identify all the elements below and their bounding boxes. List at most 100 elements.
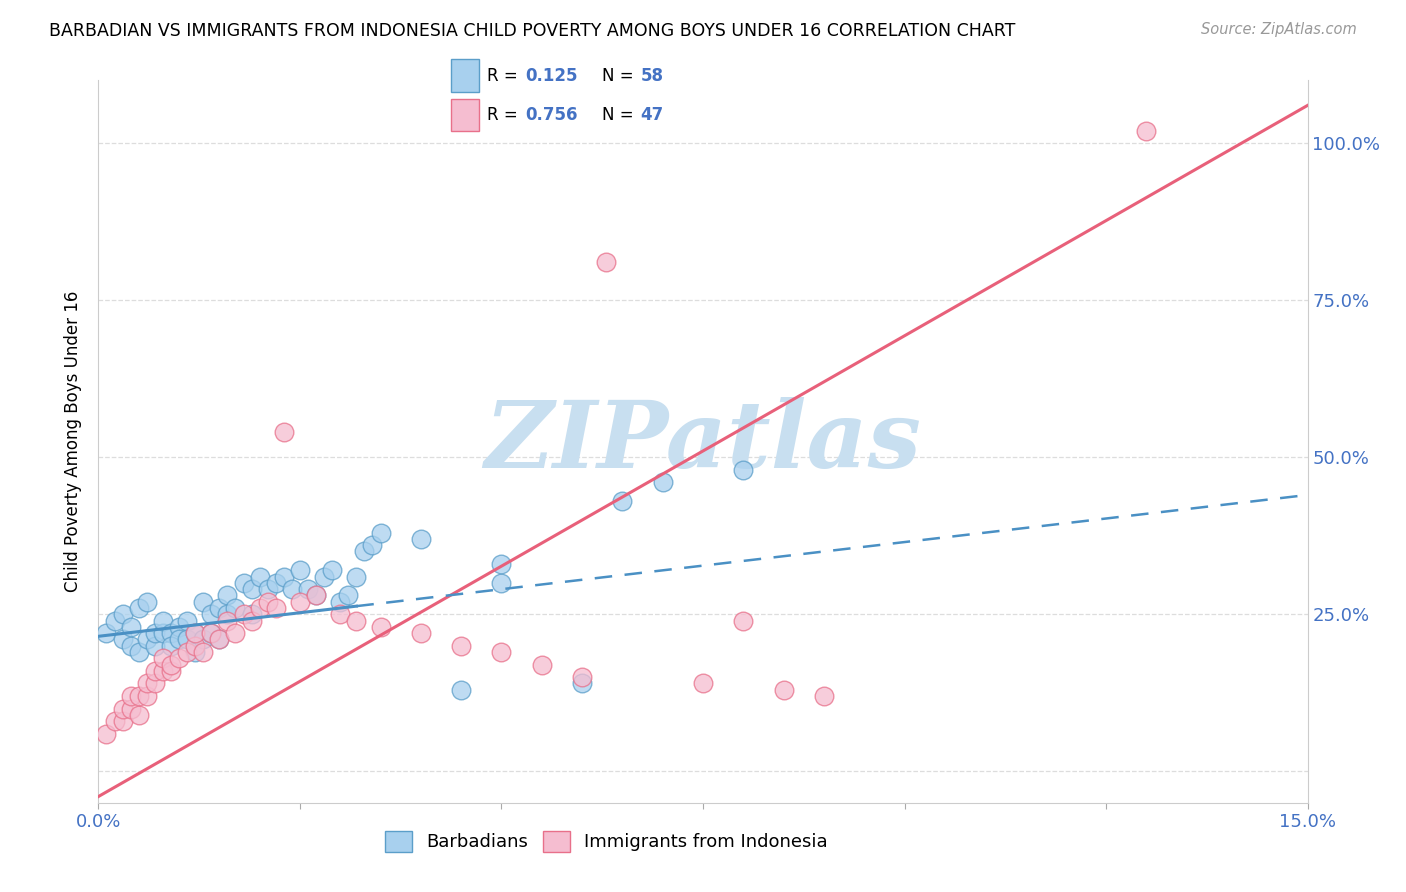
Point [120,701,142,715]
Point [217,614,239,628]
Point [491,575,513,590]
Point [193,595,215,609]
Y-axis label: Child Poverty Among Boys Under 16: Child Poverty Among Boys Under 16 [65,291,83,592]
Point [184,645,207,659]
Point [200,626,222,640]
Text: R =: R = [486,67,523,85]
Text: BARBADIAN VS IMMIGRANTS FROM INDONESIA CHILD POVERTY AMONG BOYS UNDER 16 CORRELA: BARBADIAN VS IMMIGRANTS FROM INDONESIA C… [49,22,1015,40]
Point [297,582,319,597]
Point [167,632,190,647]
Point [288,563,311,577]
Point [176,645,198,659]
Point [200,607,222,622]
Point [111,714,134,728]
Point [167,620,190,634]
Point [692,676,714,690]
Point [249,569,271,583]
Point [152,626,174,640]
Point [184,626,207,640]
Point [530,657,553,672]
Point [193,632,215,647]
Point [111,632,134,647]
Point [612,494,634,508]
Point [120,689,142,703]
Point [143,639,166,653]
Point [256,582,278,597]
Point [143,676,166,690]
Point [370,620,392,634]
Point [217,607,239,622]
Point [200,626,222,640]
Point [305,589,328,603]
Point [240,582,263,597]
Point [240,614,263,628]
Point [103,714,125,728]
Point [370,525,392,540]
Point [256,595,278,609]
Point [176,614,198,628]
Point [450,682,472,697]
Point [240,607,263,622]
Point [1135,123,1157,137]
Text: N =: N = [602,106,638,124]
Point [176,632,198,647]
Text: 58: 58 [640,67,664,85]
Point [152,651,174,665]
Point [111,701,134,715]
Point [96,727,118,741]
Point [571,670,593,684]
Point [595,255,617,269]
Point [249,601,271,615]
Point [184,639,207,653]
Point [273,569,295,583]
Point [135,632,157,647]
Point [813,689,835,703]
Point [111,607,134,622]
Point [733,463,755,477]
Text: R =: R = [486,106,523,124]
Text: 47: 47 [640,106,664,124]
Point [344,614,367,628]
Point [491,557,513,571]
Point [135,676,157,690]
Point [208,601,231,615]
Point [128,707,150,722]
Point [128,601,150,615]
Point [264,575,287,590]
Point [103,614,125,628]
Point [264,601,287,615]
Point [160,626,183,640]
Point [120,620,142,634]
Point [224,601,246,615]
Point [160,657,183,672]
Point [344,569,367,583]
Point [143,626,166,640]
Point [152,664,174,678]
Point [281,582,304,597]
Point [321,563,343,577]
Legend: Barbadians, Immigrants from Indonesia: Barbadians, Immigrants from Indonesia [378,823,835,859]
Text: 0.125: 0.125 [526,67,578,85]
Point [167,651,190,665]
Point [571,676,593,690]
Point [329,595,352,609]
Point [288,595,311,609]
Point [273,425,295,439]
Point [128,689,150,703]
Point [152,614,174,628]
Text: N =: N = [602,67,638,85]
Text: 0.756: 0.756 [526,106,578,124]
Point [361,538,384,552]
Point [305,589,328,603]
Point [160,639,183,653]
Point [772,682,794,697]
Point [337,589,360,603]
Point [353,544,375,558]
Point [450,639,472,653]
Point [160,664,183,678]
Point [208,632,231,647]
Text: Source: ZipAtlas.com: Source: ZipAtlas.com [1201,22,1357,37]
Point [184,626,207,640]
Point [733,614,755,628]
Point [120,639,142,653]
